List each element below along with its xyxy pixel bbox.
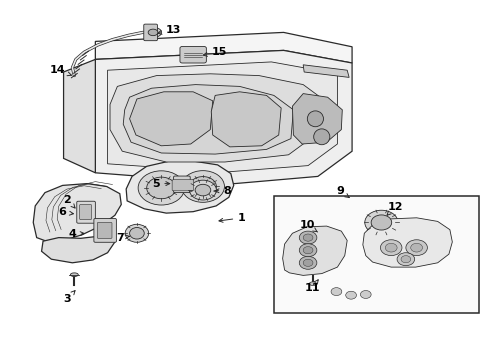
Circle shape bbox=[360, 291, 370, 298]
Polygon shape bbox=[292, 94, 342, 144]
Text: 11: 11 bbox=[304, 280, 319, 293]
Circle shape bbox=[400, 256, 410, 263]
FancyBboxPatch shape bbox=[80, 204, 91, 220]
FancyBboxPatch shape bbox=[172, 180, 193, 191]
FancyBboxPatch shape bbox=[97, 222, 112, 238]
Circle shape bbox=[380, 240, 401, 256]
FancyBboxPatch shape bbox=[94, 219, 116, 242]
FancyBboxPatch shape bbox=[77, 201, 95, 223]
Text: 6: 6 bbox=[59, 207, 73, 217]
Circle shape bbox=[330, 288, 341, 296]
Text: 2: 2 bbox=[63, 195, 75, 208]
Ellipse shape bbox=[144, 27, 162, 37]
Text: 3: 3 bbox=[63, 291, 75, 304]
Ellipse shape bbox=[70, 273, 78, 276]
Text: 15: 15 bbox=[203, 47, 226, 57]
Ellipse shape bbox=[195, 184, 210, 196]
Circle shape bbox=[303, 259, 312, 266]
Ellipse shape bbox=[125, 224, 148, 242]
Circle shape bbox=[396, 253, 414, 266]
Text: 1: 1 bbox=[219, 213, 245, 223]
FancyBboxPatch shape bbox=[173, 176, 190, 193]
Text: 14: 14 bbox=[50, 65, 71, 76]
Text: 8: 8 bbox=[215, 186, 231, 196]
Ellipse shape bbox=[146, 177, 176, 199]
Ellipse shape bbox=[138, 171, 184, 205]
Circle shape bbox=[299, 231, 316, 244]
Ellipse shape bbox=[313, 129, 329, 145]
Circle shape bbox=[299, 244, 316, 257]
Circle shape bbox=[410, 243, 422, 252]
Text: 13: 13 bbox=[158, 24, 181, 35]
Text: 9: 9 bbox=[335, 186, 348, 198]
Ellipse shape bbox=[181, 171, 224, 202]
Polygon shape bbox=[126, 161, 233, 213]
Circle shape bbox=[385, 243, 396, 252]
Ellipse shape bbox=[189, 180, 216, 200]
Ellipse shape bbox=[307, 111, 323, 127]
Polygon shape bbox=[282, 226, 346, 275]
Ellipse shape bbox=[189, 177, 216, 197]
Polygon shape bbox=[33, 184, 121, 241]
Polygon shape bbox=[303, 65, 348, 77]
Circle shape bbox=[345, 291, 356, 299]
Text: 10: 10 bbox=[299, 220, 317, 232]
Polygon shape bbox=[129, 92, 212, 146]
Ellipse shape bbox=[364, 210, 397, 235]
FancyBboxPatch shape bbox=[180, 46, 206, 63]
Polygon shape bbox=[110, 74, 322, 162]
Text: 7: 7 bbox=[116, 233, 129, 243]
Ellipse shape bbox=[129, 228, 144, 239]
Polygon shape bbox=[63, 59, 95, 173]
Polygon shape bbox=[211, 92, 281, 147]
Polygon shape bbox=[123, 85, 293, 154]
Ellipse shape bbox=[370, 215, 391, 230]
Polygon shape bbox=[362, 218, 451, 267]
Polygon shape bbox=[95, 32, 351, 63]
Text: 12: 12 bbox=[386, 202, 402, 215]
Polygon shape bbox=[41, 236, 115, 263]
Text: 4: 4 bbox=[68, 229, 84, 239]
Ellipse shape bbox=[308, 282, 316, 285]
Circle shape bbox=[299, 256, 316, 269]
Text: 5: 5 bbox=[151, 179, 169, 189]
Bar bbox=[273, 196, 478, 313]
Polygon shape bbox=[95, 50, 351, 184]
Circle shape bbox=[303, 234, 312, 241]
Polygon shape bbox=[107, 62, 337, 172]
Circle shape bbox=[405, 240, 427, 256]
Circle shape bbox=[303, 247, 312, 254]
Ellipse shape bbox=[148, 29, 158, 36]
FancyBboxPatch shape bbox=[143, 24, 157, 41]
